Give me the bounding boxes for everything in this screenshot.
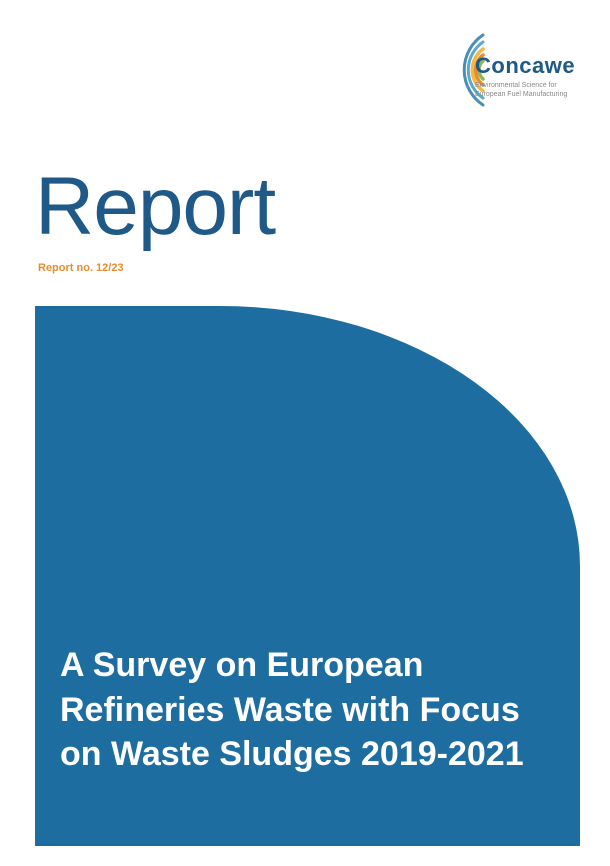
- report-heading: Report: [35, 160, 275, 254]
- title-panel: A Survey on European Refineries Waste wi…: [35, 306, 580, 846]
- report-number: Report no. 12/23: [38, 262, 124, 274]
- logo-name: Concawe: [475, 53, 575, 79]
- logo-tagline-line2: European Fuel Manufacturing: [475, 91, 567, 98]
- logo-tagline-line1: Environmental Science for: [475, 82, 557, 89]
- logo-tagline: Environmental Science for European Fuel …: [475, 81, 575, 99]
- logo-area: Concawe Environmental Science for Europe…: [415, 25, 580, 115]
- document-title: A Survey on European Refineries Waste wi…: [60, 643, 555, 776]
- logo-text: Concawe Environmental Science for Europe…: [475, 53, 575, 99]
